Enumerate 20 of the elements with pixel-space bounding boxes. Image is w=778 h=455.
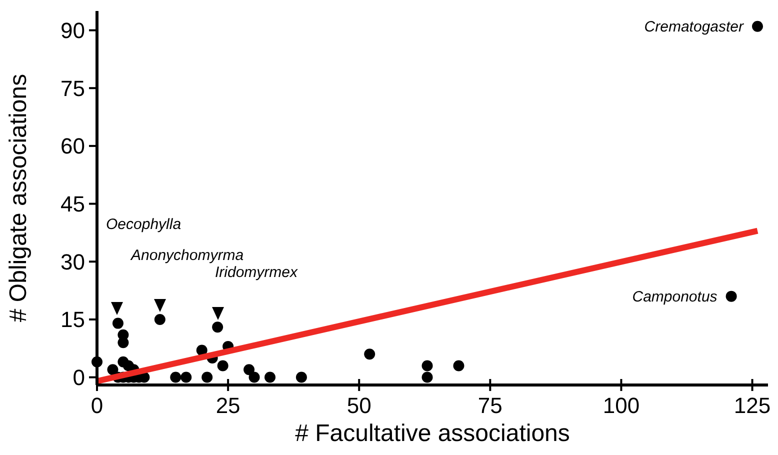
annotation: Camponotus xyxy=(632,288,718,306)
x-tick-label: 25 xyxy=(216,393,240,418)
y-tick-label: 60 xyxy=(60,134,85,159)
y-tick-label: 75 xyxy=(60,76,85,101)
annotation: Crematogaster xyxy=(644,18,745,36)
y-tick-label: 15 xyxy=(60,307,85,332)
y-tick-label: 0 xyxy=(72,364,85,390)
x-axis-title: # Facultative associations xyxy=(295,420,570,447)
x-tick-label: 50 xyxy=(346,393,372,418)
annotation: Iridomyrmex xyxy=(215,264,298,281)
annotation: Oecophylla xyxy=(106,216,182,233)
y-tick-label: 30 xyxy=(60,249,85,274)
annotation: Anonychomyrma xyxy=(130,247,244,264)
x-tick-label: 0 xyxy=(90,393,104,418)
x-tick-label: 125 xyxy=(734,393,771,418)
x-tick-label: 100 xyxy=(602,393,640,418)
x-tick-label: 75 xyxy=(478,393,502,418)
y-tick-label: 90 xyxy=(60,18,85,43)
y-tick-label: 45 xyxy=(60,191,85,216)
y-axis-title: # Obligate associations xyxy=(5,74,32,322)
